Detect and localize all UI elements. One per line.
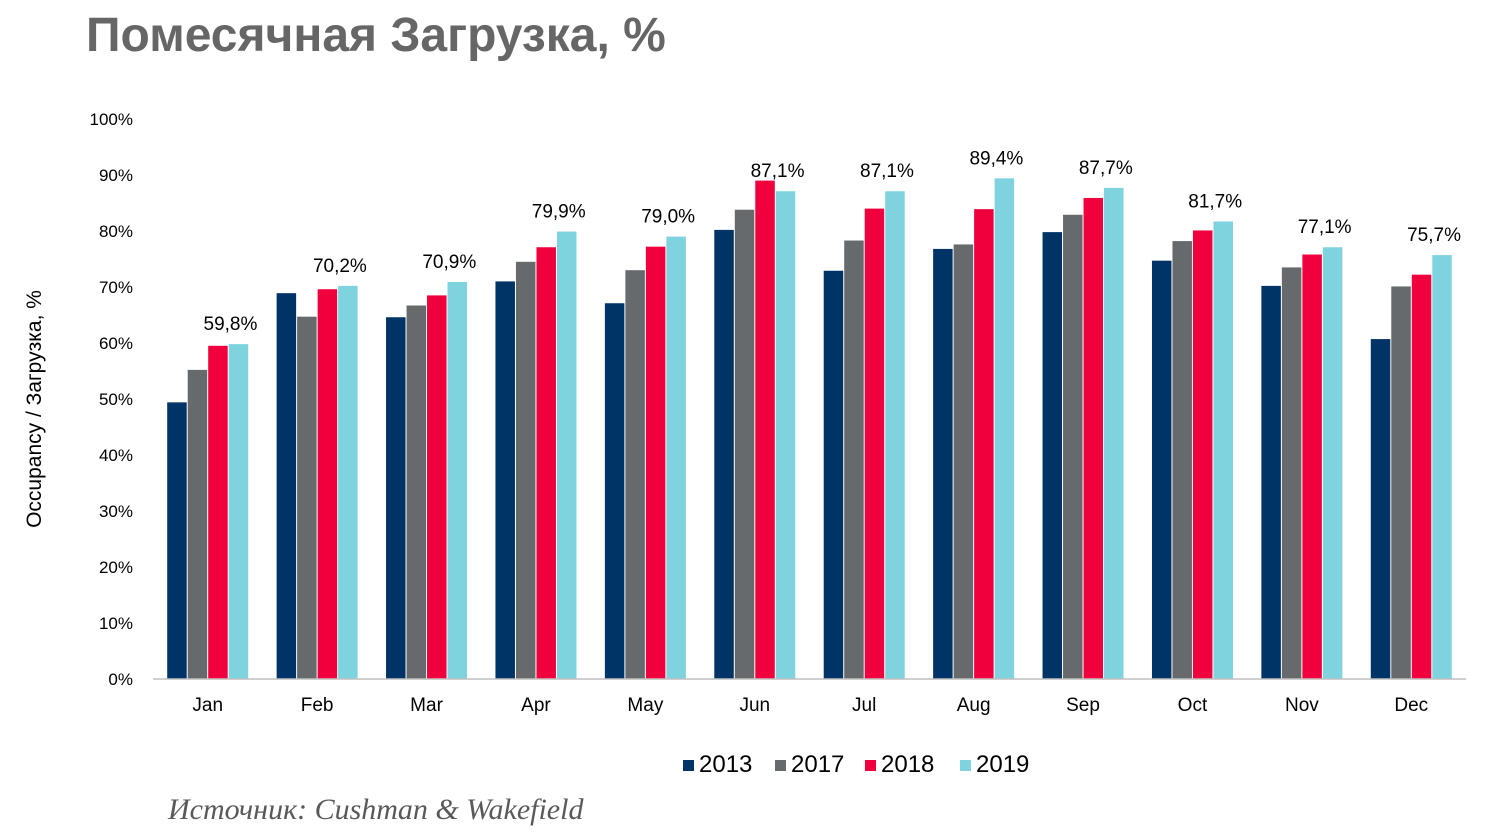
y-tick-label: 20% xyxy=(99,558,133,577)
x-tick-label: Sep xyxy=(1066,695,1100,716)
legend-swatch xyxy=(683,760,694,771)
data-label: 79,0% xyxy=(641,207,695,228)
x-tick-label: Dec xyxy=(1394,695,1428,716)
bar-2019-jan xyxy=(228,344,249,679)
bar-2018-aug xyxy=(974,209,994,679)
y-tick-label: 0% xyxy=(108,670,133,689)
bar-2019-feb xyxy=(338,285,358,679)
legend-label: 2019 xyxy=(976,751,1029,778)
data-label: 89,4% xyxy=(969,148,1023,169)
source-note: Источник: Cushman & Wakefield xyxy=(168,793,584,826)
bar-2013-feb xyxy=(276,293,297,679)
data-label: 75,7% xyxy=(1407,225,1461,246)
bar-2018-may xyxy=(645,246,666,679)
bar-2018-apr xyxy=(536,247,556,680)
bar-2018-jan xyxy=(208,345,228,679)
bar-2017-nov xyxy=(1281,267,1302,679)
x-tick-label: Jun xyxy=(739,695,770,716)
bar-2019-may xyxy=(666,236,686,679)
bar-2019-nov xyxy=(1322,247,1343,680)
bar-2019-oct xyxy=(1213,221,1233,680)
data-label: 87,1% xyxy=(751,161,805,182)
y-tick-label: 90% xyxy=(99,166,133,185)
bar-2017-sep xyxy=(1063,214,1083,679)
x-tick-label: Oct xyxy=(1178,695,1208,716)
bar-2018-jun xyxy=(755,180,775,679)
bar-2018-jul xyxy=(864,208,885,679)
y-tick-label: 30% xyxy=(99,502,133,521)
data-label: 59,8% xyxy=(204,314,258,335)
bar-2018-oct xyxy=(1192,230,1213,679)
bar-2019-sep xyxy=(1104,187,1124,679)
bar-2018-feb xyxy=(317,289,338,679)
bar-2013-jul xyxy=(823,270,844,679)
data-label: 87,1% xyxy=(860,161,914,182)
bar-2019-jun xyxy=(775,191,796,680)
bar-2013-oct xyxy=(1151,260,1172,679)
y-tick-label: 10% xyxy=(99,614,133,633)
bar-2019-jul xyxy=(885,191,905,680)
bar-2019-dec xyxy=(1432,255,1452,679)
x-tick-label: Jan xyxy=(192,695,223,716)
data-label: 87,7% xyxy=(1079,158,1133,179)
bar-2017-dec xyxy=(1391,286,1411,679)
x-tick-label: Aug xyxy=(957,695,991,716)
legend-swatch xyxy=(775,760,786,771)
y-tick-label: 60% xyxy=(99,334,133,353)
bar-2013-may xyxy=(604,303,625,679)
bar-2018-dec xyxy=(1411,274,1432,679)
bar-2018-sep xyxy=(1083,197,1104,679)
bar-2018-nov xyxy=(1302,254,1322,679)
x-tick-label: May xyxy=(627,695,663,716)
bar-2017-mar xyxy=(406,305,427,679)
data-label: 70,2% xyxy=(313,256,367,277)
bar-2019-apr xyxy=(556,231,577,679)
bar-2017-jan xyxy=(187,369,208,679)
x-tick-label: Mar xyxy=(410,695,443,716)
chart-title: Помесячная Загрузка, % xyxy=(86,9,666,62)
data-label: 70,9% xyxy=(422,252,476,273)
legend-swatch xyxy=(960,760,971,771)
legend-label: 2017 xyxy=(791,751,844,778)
y-axis-label: Occupancy / Загрузка, % xyxy=(23,290,46,528)
bar-2013-sep xyxy=(1042,232,1063,679)
bar-2017-may xyxy=(625,270,645,679)
bar-2017-aug xyxy=(953,244,974,679)
data-label: 81,7% xyxy=(1188,191,1242,212)
y-tick-label: 40% xyxy=(99,446,133,465)
bar-2013-jun xyxy=(714,229,734,679)
legend-label: 2018 xyxy=(881,751,934,778)
bar-2019-mar xyxy=(447,281,468,679)
legend-label: 2013 xyxy=(699,751,752,778)
bar-2013-apr xyxy=(495,281,515,679)
data-label: 79,9% xyxy=(532,202,586,223)
bar-2017-feb xyxy=(297,316,317,679)
data-label: 77,1% xyxy=(1298,217,1352,238)
bar-2017-jul xyxy=(844,240,864,679)
bar-2017-jun xyxy=(734,209,755,679)
bar-2013-aug xyxy=(933,248,953,680)
bar-2018-mar xyxy=(427,295,447,679)
bar-2019-aug xyxy=(994,178,1015,680)
bar-2013-dec xyxy=(1370,339,1391,679)
y-tick-label: 80% xyxy=(99,222,133,241)
bar-2013-nov xyxy=(1261,285,1281,679)
bar-2017-oct xyxy=(1172,241,1192,679)
x-tick-label: Feb xyxy=(301,695,334,716)
x-tick-label: Apr xyxy=(521,695,551,716)
legend-swatch xyxy=(865,760,876,771)
y-tick-label: 70% xyxy=(99,278,133,297)
y-tick-label: 50% xyxy=(99,390,133,409)
y-tick-label: 100% xyxy=(90,110,133,129)
x-tick-label: Jul xyxy=(852,695,876,716)
x-tick-label: Nov xyxy=(1285,695,1319,716)
bar-2017-apr xyxy=(515,261,536,679)
bar-2013-mar xyxy=(386,317,406,679)
bar-2013-jan xyxy=(167,402,187,679)
